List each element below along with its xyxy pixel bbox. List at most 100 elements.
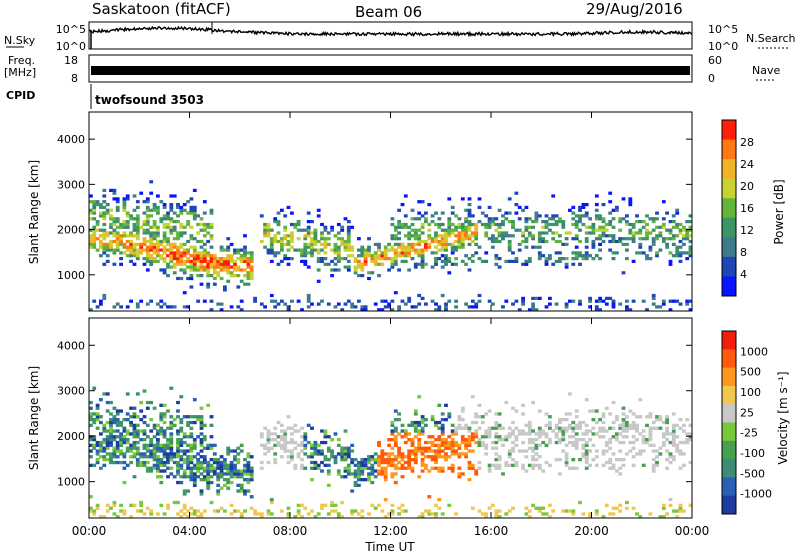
scatter-cell (149, 429, 154, 433)
scatter-cell (474, 415, 479, 419)
scatter-cell (89, 449, 93, 453)
scatter-cell (688, 234, 693, 238)
scatter-cell (340, 458, 345, 462)
nave-label: Nave (752, 64, 780, 77)
scatter-cell (464, 225, 468, 229)
scatter-cell (346, 231, 351, 235)
scatter-cell (226, 268, 231, 272)
scatter-cell (186, 248, 190, 252)
scatter-cell (212, 268, 217, 272)
scatter-cell (655, 415, 659, 419)
scatter-cell (112, 435, 117, 439)
scatter-cell (571, 429, 576, 433)
scatter-cell (176, 415, 180, 419)
scatter-cell (196, 460, 200, 465)
scatter-cell (584, 214, 589, 218)
scatter-cell (548, 438, 552, 442)
scatter-cell (470, 259, 475, 263)
scatter-cell (424, 220, 428, 224)
scatter-cell (152, 222, 157, 227)
scatter-cell (196, 222, 200, 227)
scatter-cell (621, 418, 626, 422)
velocity-heatmap (89, 386, 693, 519)
scatter-cell (109, 412, 113, 416)
scatter-cell (608, 296, 613, 300)
scatter-cell (621, 217, 626, 221)
scatter-cell (109, 242, 113, 246)
scatter-cell (283, 446, 288, 450)
scatter-cell (145, 443, 150, 447)
scatter-cell (494, 420, 499, 425)
scatter-cell (671, 225, 676, 229)
scatter-cell (122, 225, 127, 229)
scatter-cell (450, 466, 455, 470)
scatter-cell (544, 432, 549, 436)
scatter-cell (407, 466, 412, 470)
scatter-cell (424, 245, 428, 249)
scatter-cell (229, 274, 234, 278)
colorbar-swatch (722, 367, 736, 387)
scatter-cell (189, 446, 194, 450)
scatter-cell (635, 214, 639, 218)
scatter-cell (611, 234, 616, 238)
scatter-cell (109, 435, 113, 439)
scatter-cell (149, 245, 154, 249)
scatter-cell (601, 234, 606, 238)
scatter-cell (223, 472, 227, 476)
scatter-cell (176, 245, 180, 249)
scatter-cell (678, 426, 683, 430)
scatter-cell (460, 438, 465, 442)
scatter-cell (464, 220, 468, 224)
scatter-cell (169, 432, 174, 436)
scatter-cell (112, 446, 117, 450)
scatter-cell (651, 426, 656, 430)
scatter-cell (229, 463, 234, 467)
scatter-cell (152, 259, 157, 263)
scatter-cell (182, 469, 187, 473)
scatter-cell (685, 220, 690, 224)
scatter-cell (149, 237, 154, 241)
scatter-cell (135, 429, 140, 433)
scatter-cell (668, 237, 673, 241)
scatter-cell (209, 466, 214, 470)
scatter-cell (661, 503, 666, 507)
scatter-cell (390, 509, 395, 513)
scatter-cell (216, 466, 221, 470)
scatter-cell (112, 262, 117, 266)
scatter-cell (561, 242, 566, 246)
scatter-cell (383, 305, 388, 309)
scatter-cell (407, 234, 412, 238)
scatter-cell (169, 305, 174, 309)
scatter-cell (420, 449, 425, 453)
scatter-cell (290, 438, 294, 442)
scatter-cell (480, 415, 485, 419)
scatter-cell (182, 251, 187, 255)
scatter-cell (561, 435, 566, 439)
scatter-cell (675, 423, 680, 427)
scatter-cell (457, 217, 462, 221)
scatter-cell (598, 225, 602, 229)
scatter-cell (487, 237, 492, 241)
scatter-cell (336, 438, 341, 442)
scatter-cell (109, 426, 113, 430)
scatter-cell (440, 418, 445, 422)
scatter-cell (474, 472, 479, 476)
scatter-cell (377, 274, 381, 278)
scatter-cell (400, 251, 405, 255)
scatter-cell (604, 222, 609, 227)
scatter-cell (296, 228, 301, 232)
x-tick-label: 20:00 (574, 524, 609, 538)
scatter-cell (263, 222, 267, 227)
scatter-cell (393, 463, 398, 467)
scatter-cell (434, 515, 438, 519)
scatter-cell (310, 478, 314, 482)
scatter-cell (564, 458, 569, 462)
scatter-cell (598, 426, 602, 430)
scatter-cell (444, 257, 448, 261)
scatter-cell (370, 472, 375, 476)
scatter-cell (202, 257, 207, 261)
scatter-cell (229, 503, 234, 507)
scatter-cell (420, 265, 425, 269)
scatter-cell (172, 228, 177, 232)
scatter-cell (521, 208, 525, 212)
